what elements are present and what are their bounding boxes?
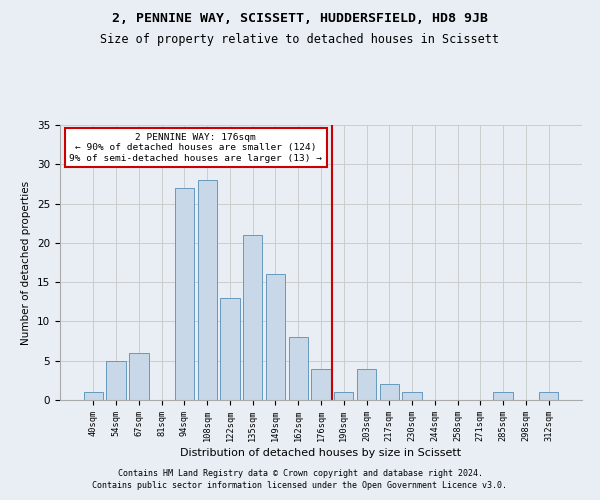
Y-axis label: Number of detached properties: Number of detached properties — [22, 180, 31, 344]
Bar — [403, 392, 422, 400]
Bar — [357, 368, 376, 400]
Bar — [220, 298, 239, 400]
Bar — [175, 188, 194, 400]
Bar — [334, 392, 353, 400]
Bar — [311, 368, 331, 400]
Bar — [243, 235, 262, 400]
Bar — [493, 392, 513, 400]
X-axis label: Distribution of detached houses by size in Scissett: Distribution of detached houses by size … — [181, 448, 461, 458]
Text: Contains HM Land Registry data © Crown copyright and database right 2024.: Contains HM Land Registry data © Crown c… — [118, 468, 482, 477]
Bar — [106, 360, 126, 400]
Text: Contains public sector information licensed under the Open Government Licence v3: Contains public sector information licen… — [92, 481, 508, 490]
Text: 2 PENNINE WAY: 176sqm
← 90% of detached houses are smaller (124)
9% of semi-deta: 2 PENNINE WAY: 176sqm ← 90% of detached … — [70, 133, 322, 162]
Bar — [84, 392, 103, 400]
Bar — [289, 337, 308, 400]
Text: 2, PENNINE WAY, SCISSETT, HUDDERSFIELD, HD8 9JB: 2, PENNINE WAY, SCISSETT, HUDDERSFIELD, … — [112, 12, 488, 26]
Bar — [266, 274, 285, 400]
Bar — [380, 384, 399, 400]
Bar — [197, 180, 217, 400]
Bar — [129, 353, 149, 400]
Bar — [539, 392, 558, 400]
Text: Size of property relative to detached houses in Scissett: Size of property relative to detached ho… — [101, 32, 499, 46]
